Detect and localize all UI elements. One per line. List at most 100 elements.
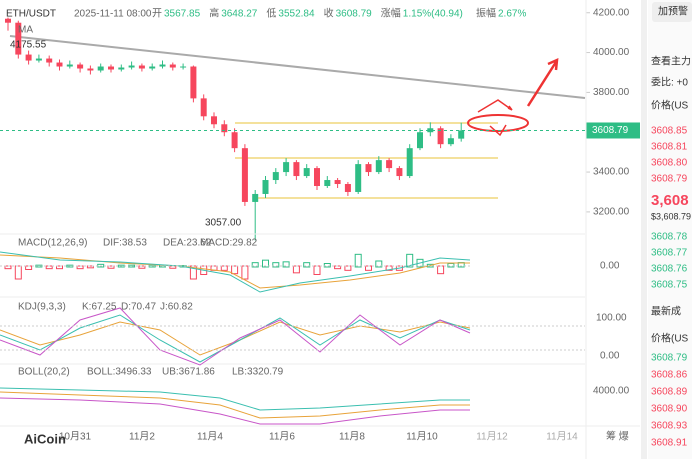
macd-bar (251, 262, 259, 268)
boll-mid (0, 391, 470, 419)
kdj-k (0, 314, 471, 363)
alert-button-text[interactable]: 加预警 (658, 5, 688, 18)
candle-body (128, 65, 135, 68)
ask-price: 3608.81 (651, 142, 688, 153)
macd-bar (14, 265, 22, 280)
boll-ub: UB:3671.86 (162, 367, 215, 378)
last-price-label: 3608.79 (592, 125, 629, 136)
x-tick-label: 11月8 (339, 431, 365, 443)
y-tick-label: 4200.00 (593, 7, 630, 18)
last-price-tag (586, 122, 640, 139)
boll-label: BOLL(20,2) (18, 367, 70, 378)
logo: AiCoin (24, 431, 66, 446)
x-tick-label: 11月6 (269, 431, 295, 443)
candle-body (241, 148, 248, 202)
candle-body (231, 132, 238, 149)
side-panel (648, 0, 692, 459)
last-big: 3,608 (651, 192, 689, 209)
field-value: 3567.85 (164, 9, 201, 20)
macd-bar (354, 253, 362, 268)
macd-label: MACD(12,26,9) (18, 238, 87, 249)
field-value: 3552.84 (278, 9, 315, 20)
macd-dif: DIF:38.53 (103, 238, 147, 249)
candle-body (66, 64, 73, 67)
candle-body (427, 128, 434, 133)
field-value: 2.67% (498, 9, 526, 20)
y-tick-label: 3200.00 (593, 207, 630, 218)
candle-body (200, 98, 207, 117)
trades-title: 最新成 (651, 305, 681, 318)
candle-body (303, 168, 310, 177)
candle-body (334, 180, 341, 185)
x-tick-label: 10月31 (59, 431, 92, 443)
macd-bar (282, 261, 290, 268)
field-label: 振幅 (476, 7, 496, 20)
candle-body (396, 168, 403, 177)
y-tick-label: 4000.00 (593, 47, 630, 58)
bid-price: 3608.76 (651, 264, 688, 275)
low-label: 3057.00 (205, 218, 242, 229)
macd-bar (56, 265, 63, 270)
macd-axis: 0.00 (600, 261, 620, 272)
x-tick-label: 11月2 (129, 431, 155, 443)
ma-label: MA (18, 25, 33, 36)
candle-body (5, 18, 11, 23)
macd-bar (303, 262, 311, 268)
x-tick-label: 11月4 (197, 431, 223, 443)
candle-body (211, 116, 217, 125)
macd-bar (323, 263, 331, 268)
candle-body (180, 66, 187, 68)
candle-body (87, 68, 94, 71)
candle-body (97, 66, 104, 71)
kdj-axis: 0.00 (600, 351, 620, 362)
candle-body (272, 172, 279, 181)
x-tick-label: 11月14 (546, 431, 578, 443)
field-label: 涨幅 (381, 7, 401, 20)
candle-body (437, 128, 444, 145)
candle-body (355, 164, 362, 192)
candle-body (169, 64, 176, 68)
field-label: 低 (266, 7, 276, 20)
candle-body (221, 124, 228, 133)
field-value: 1.15%(40.94) (403, 9, 463, 20)
arrow-up (526, 57, 559, 107)
candle-body (447, 138, 454, 145)
bid-price: 3608.75 (651, 280, 688, 291)
field-value: 3648.27 (221, 9, 258, 20)
high-label: 4175.55 (10, 40, 47, 51)
kdj-j: J:60.82 (160, 302, 193, 313)
kdj-label: KDJ(9,3,3) (18, 302, 66, 313)
x-tick-label: 11月12 (476, 431, 508, 443)
macd-bar (200, 265, 208, 275)
macd-bar (86, 265, 94, 269)
candle-body (138, 65, 145, 69)
bid-price: 3608.77 (651, 248, 688, 259)
candle-body (324, 180, 331, 187)
ask-price: 3608.79 (651, 174, 688, 185)
candle-body (25, 54, 32, 61)
trade-price: 3608.86 (651, 370, 688, 381)
candle-body (35, 58, 42, 61)
price-head: 价格(US (651, 99, 689, 112)
arrow (489, 124, 507, 137)
candle-body (56, 62, 63, 67)
symbol: ETH/USDT (6, 9, 56, 20)
candle-body (417, 132, 423, 149)
kdj-d: D:70.47 (121, 302, 156, 313)
kdj-j (0, 307, 471, 366)
y-tick-label: 3400.00 (593, 167, 630, 178)
macd-bar (107, 265, 115, 269)
candle-body (108, 66, 114, 70)
candle-body (190, 66, 197, 99)
candle-body (344, 184, 351, 192)
side-title: 查看主力 (651, 55, 691, 68)
alert-button[interactable] (652, 2, 692, 22)
macd-bar (344, 265, 352, 271)
ask-price: 3608.85 (651, 126, 688, 137)
candle-body (15, 22, 22, 55)
annotation-ellipse (467, 114, 529, 132)
boll-mid: BOLL:3496.33 (87, 367, 152, 378)
candle-body (293, 162, 300, 177)
candle-body (458, 130, 465, 139)
